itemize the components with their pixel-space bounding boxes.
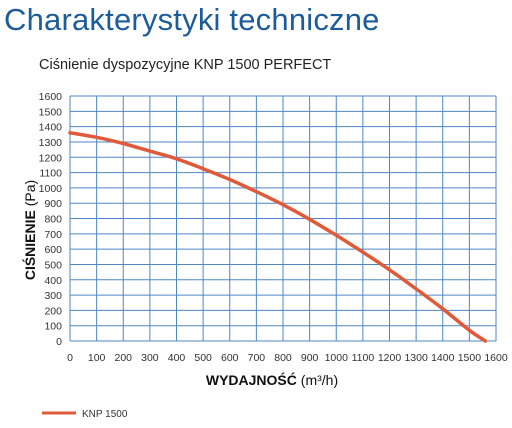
series-line-knp-1500	[68, 131, 488, 343]
tick-labels: 0 100 200 300 400 500 600 700 800 900 1000 1100 1200…	[39, 91, 508, 364]
legend-label: KNP 1500	[82, 409, 128, 420]
x-tick-label: 1200	[378, 352, 402, 364]
y-tick-label: 1300	[39, 137, 63, 149]
legend: KNP 1500	[42, 409, 128, 420]
y-tick-label: 300	[44, 290, 62, 302]
page-heading: Charakterystyki techniczne	[4, 2, 380, 37]
chart-title: Ciśnienie dyspozycyjne KNP 1500 PERFECT	[39, 57, 332, 73]
grid	[69, 95, 497, 342]
x-tick-label: 1000	[325, 352, 349, 364]
x-tick-label: 200	[114, 352, 132, 364]
x-tick-label: 1100	[352, 352, 375, 364]
y-tick-label: 700	[44, 229, 62, 241]
y-tick-label: 0	[56, 336, 62, 348]
x-tick-label: 300	[141, 352, 159, 364]
x-tick-label: 100	[88, 352, 106, 364]
y-tick-label: 100	[44, 321, 62, 333]
y-axis-title: CIŚNIENIE (Pa)	[21, 180, 38, 280]
x-axis-title: WYDAJNOŚĆ (m³/h)	[206, 371, 338, 388]
x-axis-title-bold: WYDAJNOŚĆ	[206, 371, 297, 388]
y-tick-label: 900	[44, 198, 62, 210]
y-tick-label: 1100	[39, 168, 62, 180]
y-tick-label: 800	[44, 214, 62, 226]
series-lines	[68, 131, 488, 343]
x-tick-label: 400	[168, 352, 186, 364]
x-tick-label: 1600	[484, 352, 508, 364]
y-tick-label: 1500	[39, 106, 63, 118]
x-tick-label: 600	[221, 352, 239, 364]
y-tick-label: 600	[44, 244, 62, 256]
x-tick-label: 1500	[458, 352, 482, 364]
y-tick-label: 400	[44, 275, 62, 287]
y-tick-label: 1600	[39, 91, 63, 103]
y-tick-label: 1200	[39, 152, 63, 164]
x-tick-label: 1400	[431, 352, 455, 364]
y-axis-title-bold: CIŚNIENIE	[21, 210, 38, 280]
y-tick-label: 1400	[39, 122, 63, 134]
x-tick-label: 500	[194, 352, 212, 364]
y-tick-label: 500	[44, 259, 62, 271]
x-tick-label: 0	[67, 352, 73, 364]
y-tick-label: 200	[44, 305, 62, 317]
x-tick-label: 900	[301, 352, 319, 364]
x-axis-title-unit: (m³/h)	[297, 372, 338, 388]
x-tick-label: 800	[274, 352, 292, 364]
y-axis-title-unit: (Pa)	[22, 180, 38, 210]
x-tick-label: 700	[248, 352, 266, 364]
x-tick-label: 1300	[404, 352, 428, 364]
y-tick-label: 1000	[39, 183, 63, 195]
